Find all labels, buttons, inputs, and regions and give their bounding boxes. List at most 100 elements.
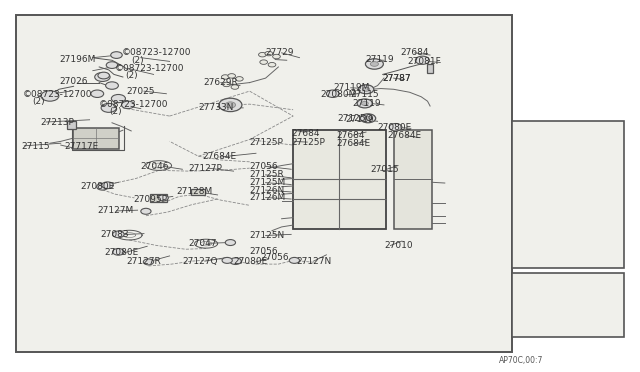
Text: 27081F: 27081F — [408, 57, 442, 65]
Circle shape — [41, 91, 59, 101]
Circle shape — [231, 85, 239, 89]
Text: 27787: 27787 — [383, 74, 412, 83]
Text: ©08723-12700: ©08723-12700 — [99, 100, 169, 109]
Bar — [73, 128, 119, 149]
Text: (2): (2) — [125, 71, 138, 80]
Circle shape — [221, 75, 229, 79]
Text: 27126N: 27126N — [250, 186, 285, 195]
Circle shape — [97, 183, 108, 190]
Circle shape — [106, 62, 118, 68]
Text: 27733N: 27733N — [198, 103, 234, 112]
Circle shape — [259, 52, 266, 57]
Text: 27080M: 27080M — [320, 90, 356, 99]
Text: 27010: 27010 — [384, 241, 413, 250]
Text: 27127P: 27127P — [189, 164, 223, 173]
Circle shape — [143, 259, 154, 265]
Text: (2): (2) — [131, 56, 144, 65]
Circle shape — [222, 257, 232, 263]
Text: 27684: 27684 — [336, 131, 365, 140]
Text: 27729: 27729 — [266, 48, 294, 57]
Text: 27119: 27119 — [353, 99, 381, 108]
Circle shape — [365, 59, 383, 69]
Text: 27056: 27056 — [250, 247, 278, 256]
Text: 27015: 27015 — [370, 165, 399, 174]
Text: 27125M: 27125M — [250, 178, 286, 187]
Circle shape — [158, 195, 168, 201]
Circle shape — [113, 248, 124, 255]
Circle shape — [101, 103, 116, 112]
Text: ©08723-12700: ©08723-12700 — [22, 90, 92, 99]
Text: 27196M: 27196M — [60, 55, 96, 64]
Circle shape — [265, 51, 273, 56]
Text: 27056: 27056 — [250, 162, 278, 171]
Bar — [512, 273, 624, 337]
Text: ©08723-12700: ©08723-12700 — [115, 64, 185, 73]
Bar — [512, 121, 624, 268]
Text: 27127Q: 27127Q — [182, 257, 218, 266]
Text: 27787: 27787 — [383, 74, 412, 83]
Text: 27684E: 27684E — [202, 153, 236, 161]
Text: 27047: 27047 — [189, 239, 218, 248]
Text: 27125P: 27125P — [291, 138, 325, 147]
Text: 27095P: 27095P — [133, 195, 167, 203]
Text: 27056: 27056 — [260, 253, 289, 262]
Circle shape — [362, 102, 368, 105]
Text: 27125P: 27125P — [250, 138, 284, 147]
Circle shape — [95, 73, 110, 81]
Circle shape — [371, 62, 378, 66]
Bar — [16, 15, 512, 352]
Circle shape — [111, 52, 122, 58]
Circle shape — [102, 182, 113, 189]
Text: AP70C,00:7: AP70C,00:7 — [499, 356, 543, 365]
Circle shape — [223, 82, 230, 87]
Text: 27128M: 27128M — [176, 187, 212, 196]
Text: 27629R: 27629R — [204, 78, 238, 87]
Circle shape — [363, 87, 369, 91]
Circle shape — [273, 54, 280, 59]
Text: 27125N: 27125N — [250, 231, 285, 240]
Circle shape — [141, 208, 151, 214]
Bar — [293, 130, 386, 229]
Bar — [191, 189, 205, 195]
Bar — [150, 194, 167, 202]
Text: 27119M: 27119M — [333, 83, 370, 92]
Circle shape — [357, 99, 372, 108]
Circle shape — [111, 94, 125, 103]
Text: 27115: 27115 — [22, 142, 51, 151]
Circle shape — [365, 116, 371, 120]
Text: 27127R: 27127R — [126, 257, 161, 266]
Text: 27684: 27684 — [400, 48, 429, 57]
Text: 27115: 27115 — [350, 90, 379, 99]
Circle shape — [268, 62, 276, 67]
Text: (2): (2) — [32, 97, 45, 106]
Circle shape — [389, 124, 402, 131]
Text: 27125Q: 27125Q — [337, 114, 372, 123]
Circle shape — [219, 98, 242, 112]
Text: 27127M: 27127M — [97, 206, 134, 215]
Text: 27684E: 27684E — [387, 131, 421, 140]
Circle shape — [360, 114, 376, 123]
Text: ©08723-12700: ©08723-12700 — [122, 48, 191, 57]
Circle shape — [358, 85, 374, 94]
Circle shape — [228, 74, 236, 78]
Text: 27080E: 27080E — [377, 123, 412, 132]
Circle shape — [260, 60, 268, 64]
Text: 27126M: 27126M — [250, 193, 286, 202]
Text: 27119: 27119 — [365, 55, 394, 64]
Text: 27125R: 27125R — [250, 170, 284, 179]
Text: 27080E: 27080E — [104, 248, 139, 257]
Circle shape — [415, 56, 429, 64]
Text: 27684E: 27684E — [336, 140, 370, 148]
Text: 27026: 27026 — [60, 77, 88, 86]
Text: 27213P: 27213P — [40, 118, 74, 126]
Text: 27080E: 27080E — [234, 257, 268, 266]
Circle shape — [113, 231, 124, 238]
Circle shape — [289, 257, 300, 263]
Bar — [427, 64, 433, 74]
Bar — [67, 121, 76, 129]
Circle shape — [326, 90, 339, 97]
Circle shape — [230, 258, 241, 264]
Circle shape — [225, 102, 236, 108]
Circle shape — [98, 72, 109, 79]
Text: 27119: 27119 — [346, 115, 374, 124]
